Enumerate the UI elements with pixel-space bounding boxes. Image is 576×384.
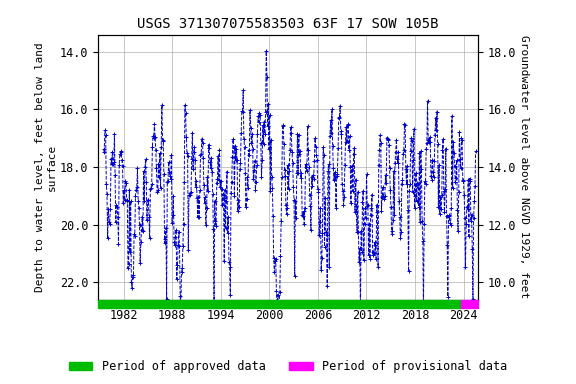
Legend: Period of approved data, Period of provisional data: Period of approved data, Period of provi… [64,356,512,378]
Y-axis label: Depth to water level, feet below land
surface: Depth to water level, feet below land su… [35,42,57,292]
Title: USGS 371307075583503 63F 17 SOW 105B: USGS 371307075583503 63F 17 SOW 105B [137,17,439,31]
Y-axis label: Groundwater level above NGVD 1929, feet: Groundwater level above NGVD 1929, feet [519,35,529,299]
